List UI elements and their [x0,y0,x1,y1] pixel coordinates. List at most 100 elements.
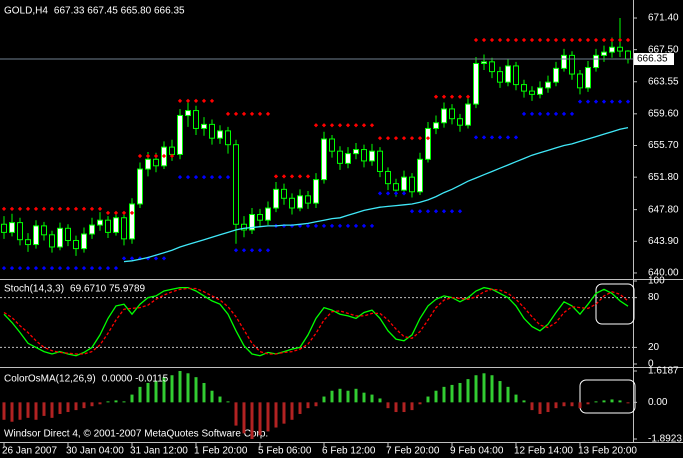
indicator-dot [217,175,223,180]
indicator-dot [129,210,135,216]
candle-body [457,118,463,126]
candle-body [193,110,199,129]
y-tick-label: 0.00 [648,397,668,408]
candle-body [297,195,303,209]
histogram-bar [522,400,526,403]
indicator-dot [193,98,199,103]
indicator-dot [513,135,519,140]
candle-body [153,158,159,167]
candle-body [393,183,399,191]
candle-body [1,223,7,233]
candle-body [41,225,47,236]
x-tick-label: 9 Feb 04:00 [450,446,504,457]
indicator-dot [105,210,111,216]
histogram-bar [378,398,382,403]
histogram-bar [66,402,70,413]
histogram-bar [402,402,406,413]
histogram-bar [546,402,550,413]
indicator-dot [153,256,159,261]
indicator-dot [385,191,391,196]
candle-body [473,62,479,105]
indicator-dot [73,206,79,211]
histogram-bar [610,399,614,403]
histogram-bar [426,396,430,403]
indicator-dot [401,191,407,196]
histogram-bar [506,386,510,403]
highlight-box [579,379,636,414]
indicator-dot [457,209,463,214]
candle-body [121,217,127,240]
candle-body [97,219,103,226]
y-tick-label: 663.55 [648,76,679,87]
indicator-dot [305,223,311,228]
histogram-bar [138,386,142,403]
indicator-dot [361,223,367,228]
candle-body [209,123,215,139]
histogram-bar [42,402,46,416]
histogram-bar [386,402,390,409]
histogram-bar [10,402,14,422]
candle-body [233,144,239,225]
candle-body [345,153,351,164]
indicator-dot [193,175,199,180]
indicator-dot [249,111,255,116]
candle-body [81,233,87,250]
candle-body [593,54,599,69]
indicator-dot [393,191,399,196]
histogram-bar [50,402,54,418]
histogram-bar [242,402,246,434]
indicator-dot [409,209,415,214]
candle-body [49,234,55,248]
candle-body [321,138,327,181]
histogram-bar [594,401,598,403]
indicator-dot [177,175,183,180]
candle-body [217,130,223,139]
panel-values: 667.33 667.45 665.80 666.35 [54,6,185,17]
histogram-bar [2,402,6,420]
candle-body [185,110,191,116]
histogram-bar [266,402,270,432]
candle-body [313,179,319,204]
histogram-bar [338,388,342,403]
candle-body [57,227,63,248]
histogram-bar [346,390,350,403]
indicator-dot [417,209,423,214]
x-tick-label: 12 Feb 14:00 [514,446,573,457]
candle-body [569,54,575,75]
indicator-dot [505,135,511,140]
indicator-dot [185,98,191,103]
indicator-dot [449,209,455,214]
indicator-dot [17,206,23,211]
candle-body [377,150,383,172]
indicator-dot [41,206,47,211]
indicator-dot [337,223,343,228]
histogram-bar [626,402,630,404]
histogram-bar [194,377,198,403]
histogram-bar [154,381,158,403]
candle-body [369,150,375,162]
indicator-dot [241,248,247,253]
indicator-dot [201,98,207,103]
candle-body [353,149,359,155]
candle-body [425,127,431,160]
candle-body [529,90,535,95]
candle-body [337,150,343,164]
histogram-bar [482,373,486,403]
indicator-dot [425,136,431,141]
histogram-bar [562,402,566,407]
candle-body [481,61,487,64]
histogram-bar [122,401,126,403]
indicator-dot [433,209,439,214]
histogram-bar [394,402,398,413]
histogram-bar [298,402,302,414]
histogram-bar [306,402,310,409]
indicator-dot [153,153,159,159]
indicator-dot [49,206,55,211]
y-tick-label: 640.00 [648,268,679,279]
candle-body [409,176,415,193]
last-price-box [634,53,674,66]
indicator-dot [281,174,287,179]
histogram-bar [330,390,334,403]
x-tick-label: 26 Jan 2007 [2,446,57,457]
histogram-bar [98,402,102,405]
